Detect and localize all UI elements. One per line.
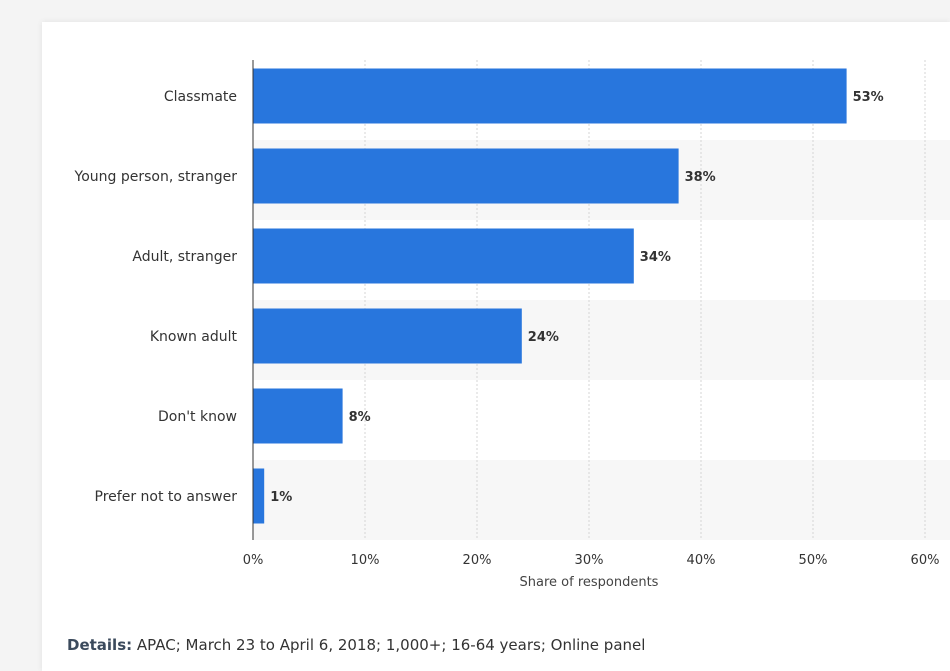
bar[interactable] xyxy=(253,228,634,284)
bar[interactable] xyxy=(253,148,679,204)
x-tick-label: 60% xyxy=(911,553,940,568)
value-labels: 53% 38% 34% 24% 8% 1% xyxy=(270,90,884,505)
category-label: Young person, stranger xyxy=(74,169,238,185)
value-label: 38% xyxy=(685,170,716,185)
category-label: Don't know xyxy=(158,409,237,425)
x-tick-label: 40% xyxy=(687,553,716,568)
bar[interactable] xyxy=(253,388,343,444)
details-text: APAC; March 23 to April 6, 2018; 1,000+;… xyxy=(136,636,646,654)
x-tick-label: 30% xyxy=(575,553,604,568)
details-footnote: Details: APAC; March 23 to April 6, 2018… xyxy=(67,636,645,654)
value-label: 34% xyxy=(640,250,671,265)
x-axis-title: Share of respondents xyxy=(520,575,659,590)
value-label: 8% xyxy=(349,410,371,425)
category-label: Classmate xyxy=(164,89,237,105)
category-label: Adult, stranger xyxy=(132,249,237,265)
bar[interactable] xyxy=(253,68,847,124)
details-label: Details: xyxy=(67,636,133,654)
value-label: 1% xyxy=(270,490,292,505)
bar-chart: Classmate Young person, stranger Adult, st… xyxy=(73,60,950,590)
x-tick-labels: 0% 10% 20% 30% 40% 50% 60% xyxy=(243,553,940,568)
x-tick-label: 20% xyxy=(463,553,492,568)
category-labels: Classmate Young person, stranger Adult, st… xyxy=(74,89,238,505)
bar[interactable] xyxy=(253,308,522,364)
x-tick-label: 50% xyxy=(799,553,828,568)
bars xyxy=(253,68,847,524)
row-band xyxy=(253,460,950,540)
category-label: Known adult xyxy=(150,329,238,345)
gridlines xyxy=(364,60,926,540)
x-tick-label: 10% xyxy=(351,553,380,568)
value-label: 53% xyxy=(853,90,884,105)
value-label: 24% xyxy=(528,330,559,345)
bar[interactable] xyxy=(253,468,265,524)
x-tick-label: 0% xyxy=(243,553,264,568)
category-label: Prefer not to answer xyxy=(95,489,238,505)
